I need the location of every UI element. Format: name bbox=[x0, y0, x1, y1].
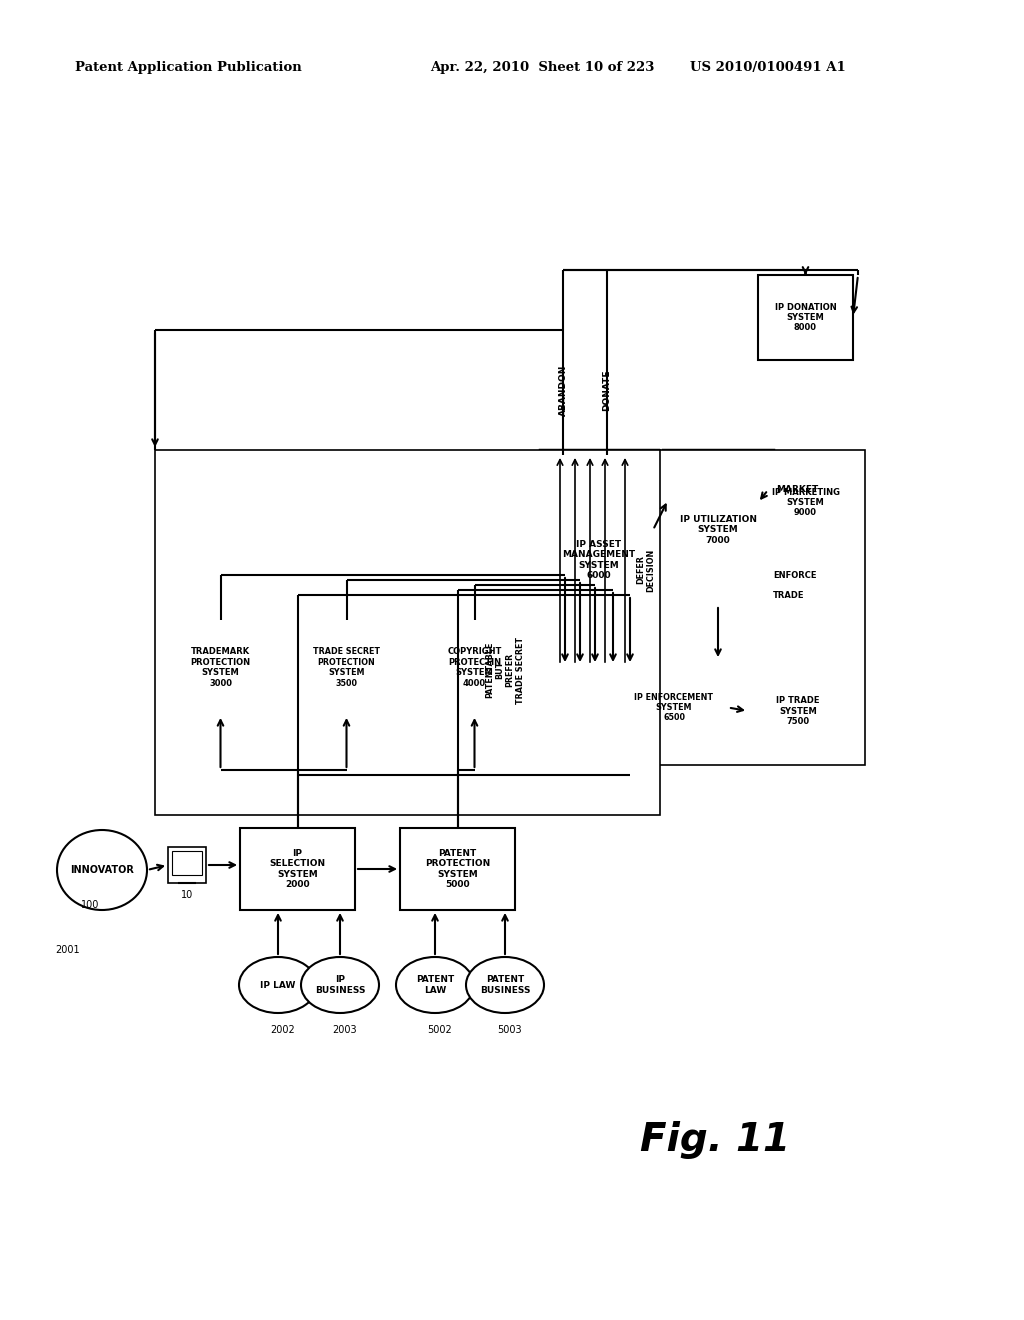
Text: IP LAW: IP LAW bbox=[260, 981, 296, 990]
Text: PATENTABLE
BUT
PREFER
TRADE SECRET: PATENTABLE BUT PREFER TRADE SECRET bbox=[485, 636, 525, 704]
Bar bbox=[294, 620, 399, 715]
Ellipse shape bbox=[396, 957, 474, 1012]
Ellipse shape bbox=[301, 957, 379, 1012]
Text: 2002: 2002 bbox=[270, 1026, 295, 1035]
Text: INNOVATOR: INNOVATOR bbox=[70, 865, 134, 875]
Text: Apr. 22, 2010  Sheet 10 of 223: Apr. 22, 2010 Sheet 10 of 223 bbox=[430, 62, 654, 74]
Bar bbox=[753, 675, 843, 747]
Ellipse shape bbox=[57, 830, 147, 909]
Text: ENFORCE: ENFORCE bbox=[773, 570, 816, 579]
Bar bbox=[625, 665, 723, 750]
Bar bbox=[620, 660, 728, 755]
Bar bbox=[663, 450, 773, 610]
Bar bbox=[422, 620, 527, 715]
Text: 2003: 2003 bbox=[333, 1026, 357, 1035]
Text: IP DONATION
SYSTEM
8000: IP DONATION SYSTEM 8000 bbox=[774, 302, 837, 333]
Bar bbox=[540, 450, 658, 671]
Text: COPYRIGHT
PROTECTIN
SYSTEM
4000: COPYRIGHT PROTECTIN SYSTEM 4000 bbox=[447, 647, 502, 688]
Text: IP TRADE
SYSTEM
7500: IP TRADE SYSTEM 7500 bbox=[776, 696, 820, 726]
Text: PATENT
BUSINESS: PATENT BUSINESS bbox=[480, 975, 530, 995]
Bar bbox=[168, 620, 273, 715]
Text: IP MARKETING
SYSTEM
9000: IP MARKETING SYSTEM 9000 bbox=[771, 487, 840, 517]
Text: 100: 100 bbox=[81, 900, 99, 909]
Ellipse shape bbox=[466, 957, 544, 1012]
Text: MARKET: MARKET bbox=[776, 486, 818, 495]
Text: ABANDON: ABANDON bbox=[558, 364, 567, 416]
Bar bbox=[155, 450, 660, 814]
Text: PATENT
PROTECTION
SYSTEM
5000: PATENT PROTECTION SYSTEM 5000 bbox=[425, 849, 490, 890]
Text: Fig. 11: Fig. 11 bbox=[640, 1121, 790, 1159]
Text: IP ENFORCEMENT
SYSTEM
6500: IP ENFORCEMENT SYSTEM 6500 bbox=[635, 693, 714, 722]
Text: DONATE: DONATE bbox=[602, 370, 611, 411]
Bar bbox=[172, 851, 202, 875]
Text: Patent Application Publication: Patent Application Publication bbox=[75, 62, 302, 74]
Bar bbox=[168, 847, 206, 883]
Text: TRADE: TRADE bbox=[773, 590, 805, 599]
Text: 10: 10 bbox=[181, 890, 194, 900]
Text: DEFER
DECISION: DEFER DECISION bbox=[636, 548, 655, 591]
Text: 5003: 5003 bbox=[498, 1026, 522, 1035]
Text: IP UTILIZATION
SYSTEM
7000: IP UTILIZATION SYSTEM 7000 bbox=[680, 515, 757, 545]
Text: TRADE SECRET
PROTECTION
SYSTEM
3500: TRADE SECRET PROTECTION SYSTEM 3500 bbox=[313, 647, 380, 688]
Text: US 2010/0100491 A1: US 2010/0100491 A1 bbox=[690, 62, 846, 74]
Text: PATENT
LAW: PATENT LAW bbox=[416, 975, 454, 995]
Text: TRADEMARK
PROTECTION
SYSTEM
3000: TRADEMARK PROTECTION SYSTEM 3000 bbox=[190, 647, 251, 688]
Bar bbox=[758, 275, 853, 360]
Text: 2001: 2001 bbox=[55, 945, 80, 954]
Bar bbox=[545, 455, 653, 665]
Bar bbox=[758, 459, 853, 545]
Bar bbox=[240, 828, 355, 909]
Bar bbox=[400, 828, 515, 909]
Bar bbox=[668, 455, 768, 605]
Text: IP
SELECTION
SYSTEM
2000: IP SELECTION SYSTEM 2000 bbox=[269, 849, 326, 890]
Text: 5002: 5002 bbox=[428, 1026, 453, 1035]
Bar bbox=[600, 450, 865, 766]
Bar bbox=[748, 671, 848, 752]
Text: IP ASSET
MANAGEMENT
SYSTEM
6000: IP ASSET MANAGEMENT SYSTEM 6000 bbox=[562, 540, 636, 579]
Ellipse shape bbox=[239, 957, 317, 1012]
Text: IP
BUSINESS: IP BUSINESS bbox=[314, 975, 366, 995]
